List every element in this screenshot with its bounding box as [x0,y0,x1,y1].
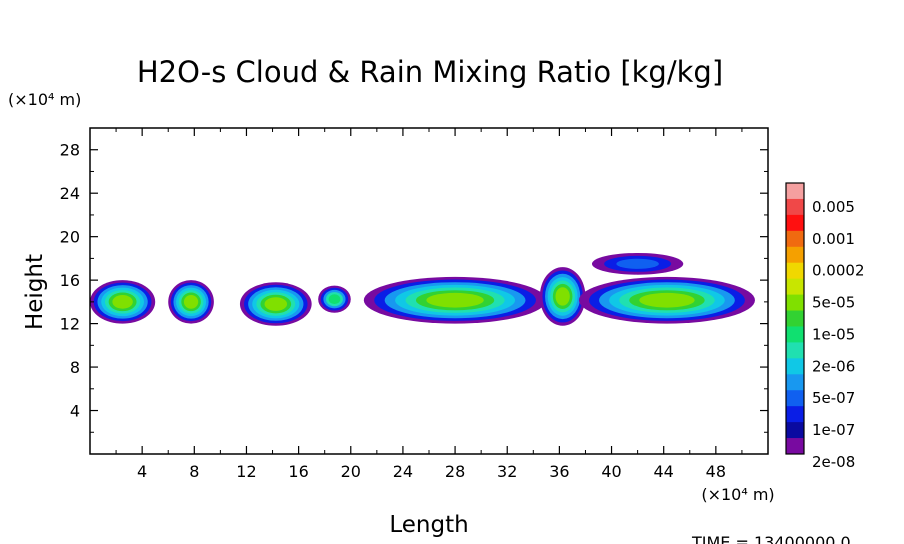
colorbar-label: 2e-08 [812,453,855,471]
x-tick-label: 12 [236,462,256,481]
colorbar-label: 1e-05 [812,325,855,343]
y-tick-label: 12 [60,315,80,334]
y-tick-label: 8 [70,358,80,377]
cloud-contour [639,292,695,308]
colorbar-swatch [786,374,804,391]
colorbar-swatch [786,406,804,423]
colorbar-swatch [786,262,804,280]
y-tick-label: 4 [70,402,80,421]
x-axis-unit: (×10⁴ m) [701,485,774,504]
x-tick-label: 24 [393,462,413,481]
chart-title: H2O-s Cloud & Rain Mixing Ratio [kg/kg] [137,55,723,89]
cloud-contour [555,287,570,306]
cloud-contour [183,295,199,309]
x-tick-label: 16 [288,462,308,481]
x-tick-label: 20 [341,462,361,481]
colorbar-frame [785,182,805,455]
colorbar-label: 0.001 [812,230,855,248]
colorbar-label: 1e-07 [812,421,855,439]
x-tick-label: 32 [497,462,517,481]
colorbar-swatch [786,214,804,232]
colorbar-swatch [786,230,804,248]
x-tick-label: 48 [706,462,726,481]
colorbar-swatch [786,310,804,327]
colorbar-swatch [786,422,804,439]
y-tick-label: 20 [60,228,80,247]
colorbar-swatch [786,390,804,407]
x-axis: 4 8 12 16 20 24 28 32 36 40 44 48 [115,128,743,481]
cloud-contour [328,294,341,305]
colorbar-label: 0.0002 [812,262,865,280]
time-label: TIME = 13400000.0 [691,533,851,544]
colorbar-label: 5e-07 [812,389,855,407]
x-tick-label: 44 [654,462,674,481]
y-tick-label: 16 [60,271,80,290]
colorbar-swatch [786,198,804,216]
y-axis-label: Height [22,254,48,330]
colorbar-swatch [786,358,804,375]
cloud-field [90,252,755,326]
colorbar: 0.005 0.001 0.0002 5e-05 1e-05 2e-06 5e-07 1e-0… [785,182,865,471]
cloud-contour [112,295,133,309]
y-axis-unit: (×10⁴ m) [8,90,81,109]
colorbar-label: 5e-05 [812,294,855,312]
colorbar-swatch [786,246,804,264]
y-tick-label: 24 [60,184,80,203]
x-tick-label: 36 [549,462,569,481]
x-axis-label: Length [389,512,468,538]
y-tick-label: 28 [60,141,80,160]
x-tick-label: 8 [189,462,199,481]
cloud-contour [264,297,288,311]
y-axis: 4 8 12 16 20 24 28 [60,141,768,433]
colorbar-swatch [786,342,804,359]
colorbar-swatch [786,278,804,296]
colorbar-label: 2e-06 [812,357,855,375]
x-tick-label: 28 [445,462,465,481]
colorbar-swatch [786,294,804,312]
cloud-contour [616,258,659,269]
cloud-contour [426,292,484,308]
colorbar-swatch [786,326,804,343]
colorbar-swatch [786,183,804,200]
x-tick-label: 4 [137,462,147,481]
colorbar-swatch [786,438,804,455]
x-tick-label: 40 [601,462,621,481]
colorbar-label: 0.005 [812,198,855,216]
